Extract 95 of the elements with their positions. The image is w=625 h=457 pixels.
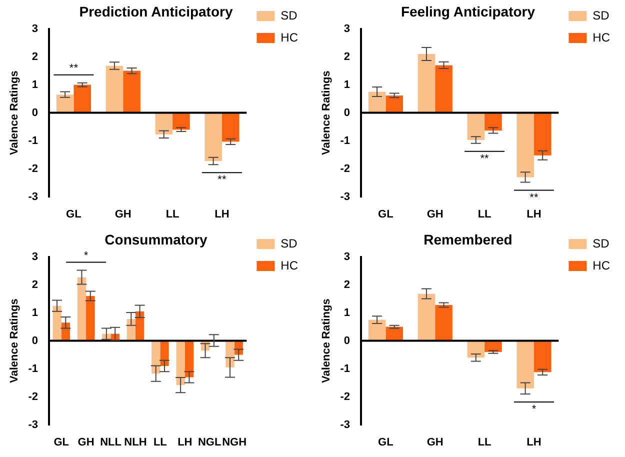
- legend-label: SD: [592, 236, 610, 250]
- legend-label: HC: [280, 258, 298, 272]
- legend-label: SD: [592, 8, 610, 22]
- chart-title: Prediction Anticipatory: [79, 3, 233, 20]
- bar: [52, 306, 62, 341]
- x-tick-label: LH: [526, 208, 542, 220]
- y-axis-title: Valence Ratings: [8, 70, 21, 155]
- x-tick-label: GH: [426, 208, 444, 220]
- y-tick-label: 1: [344, 78, 350, 91]
- x-tick-label: LH: [178, 436, 192, 448]
- y-tick-label: 1: [32, 78, 38, 91]
- x-tick-label: LH: [526, 436, 542, 448]
- y-tick-label: 1: [344, 306, 350, 319]
- y-tick-label: 2: [32, 278, 38, 291]
- y-tick-label: -1: [340, 362, 350, 375]
- y-axis-title: Valence Ratings: [320, 298, 333, 383]
- y-tick-label: 2: [344, 50, 350, 63]
- x-tick-label: NGL: [198, 436, 222, 448]
- bar: [435, 304, 452, 341]
- x-tick-label: NLL: [100, 436, 122, 448]
- legend-label: SD: [280, 8, 298, 22]
- y-tick-label: -1: [28, 362, 38, 375]
- y-tick-label: 0: [32, 106, 38, 119]
- annotation: *: [84, 250, 89, 262]
- y-tick-label: 0: [344, 334, 350, 347]
- y-tick-label: 0: [32, 334, 38, 347]
- bar: [123, 70, 140, 113]
- bar: [516, 340, 534, 388]
- y-tick-label: -2: [340, 390, 350, 403]
- y-tick-label: 1: [32, 306, 38, 319]
- bar: [204, 112, 222, 161]
- bar: [176, 340, 185, 386]
- x-tick-label: NLH: [124, 436, 147, 448]
- legend-label: HC: [280, 30, 298, 44]
- x-tick-label: LH: [214, 208, 230, 220]
- y-tick-label: -3: [340, 418, 350, 431]
- y-tick-label: 0: [344, 106, 350, 119]
- annotation: **: [218, 174, 227, 186]
- y-tick-label: -3: [340, 190, 350, 203]
- x-tick-label: GH: [426, 436, 444, 448]
- bar: [534, 112, 552, 156]
- bar: [155, 112, 173, 134]
- y-tick-label: -2: [28, 390, 38, 403]
- x-tick-label: GL: [378, 208, 394, 220]
- x-tick-label: LL: [166, 208, 180, 220]
- y-axis-title: Valence Ratings: [8, 298, 21, 383]
- x-tick-label: GL: [66, 208, 82, 220]
- chart-title: Consummatory: [104, 231, 208, 248]
- annotation: **: [69, 62, 79, 74]
- bar: [435, 65, 452, 113]
- bar: [86, 296, 95, 341]
- y-tick-label: -3: [28, 418, 38, 431]
- chart-title: Feeling Anticipatory: [400, 3, 536, 20]
- y-tick-label: 3: [344, 250, 350, 263]
- legend-label: SD: [280, 236, 298, 250]
- bar: [386, 95, 403, 113]
- bar: [77, 277, 86, 341]
- y-tick-label: 3: [32, 250, 38, 263]
- bar: [484, 112, 502, 130]
- x-tick-label: GH: [78, 436, 94, 448]
- y-tick-label: 2: [344, 278, 350, 291]
- x-tick-label: GH: [114, 208, 132, 220]
- legend-label: HC: [592, 258, 610, 272]
- bar: [106, 66, 124, 113]
- x-tick-label: GL: [54, 436, 70, 448]
- y-tick-label: -1: [340, 134, 350, 147]
- x-tick-label: GL: [378, 436, 394, 448]
- x-tick-label: NGH: [222, 436, 247, 448]
- legend-label: HC: [592, 30, 610, 44]
- y-tick-label: -3: [28, 190, 38, 203]
- annotation: *: [532, 404, 537, 416]
- bar: [467, 112, 485, 140]
- y-axis-title: Valence Ratings: [320, 70, 333, 155]
- y-tick-label: -2: [28, 162, 38, 175]
- chart-title: Remembered: [424, 231, 512, 248]
- bar: [368, 320, 386, 341]
- bar: [222, 112, 240, 142]
- bar: [534, 340, 552, 372]
- bar: [418, 54, 436, 113]
- y-tick-label: 2: [32, 50, 38, 63]
- bar: [368, 92, 386, 113]
- y-tick-label: -1: [28, 134, 38, 147]
- x-tick-label: LL: [478, 436, 492, 448]
- y-tick-label: 3: [344, 22, 350, 35]
- bar: [184, 340, 194, 378]
- x-tick-label: LL: [478, 208, 492, 220]
- y-tick-label: 3: [32, 22, 38, 35]
- y-tick-label: -2: [340, 162, 350, 175]
- annotation: **: [480, 152, 490, 165]
- bar: [74, 84, 91, 113]
- x-tick-label: LL: [153, 436, 168, 448]
- bar: [516, 112, 534, 178]
- annotation: **: [530, 192, 539, 204]
- bar: [418, 294, 436, 341]
- bar: [56, 94, 74, 113]
